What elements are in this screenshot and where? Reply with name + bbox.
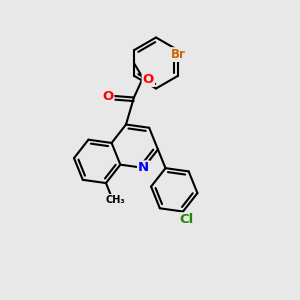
Text: N: N bbox=[138, 161, 149, 174]
Text: Br: Br bbox=[171, 48, 185, 61]
Text: Cl: Cl bbox=[179, 213, 194, 226]
Text: O: O bbox=[143, 73, 154, 86]
Text: CH₃: CH₃ bbox=[106, 195, 125, 205]
Text: O: O bbox=[102, 89, 113, 103]
